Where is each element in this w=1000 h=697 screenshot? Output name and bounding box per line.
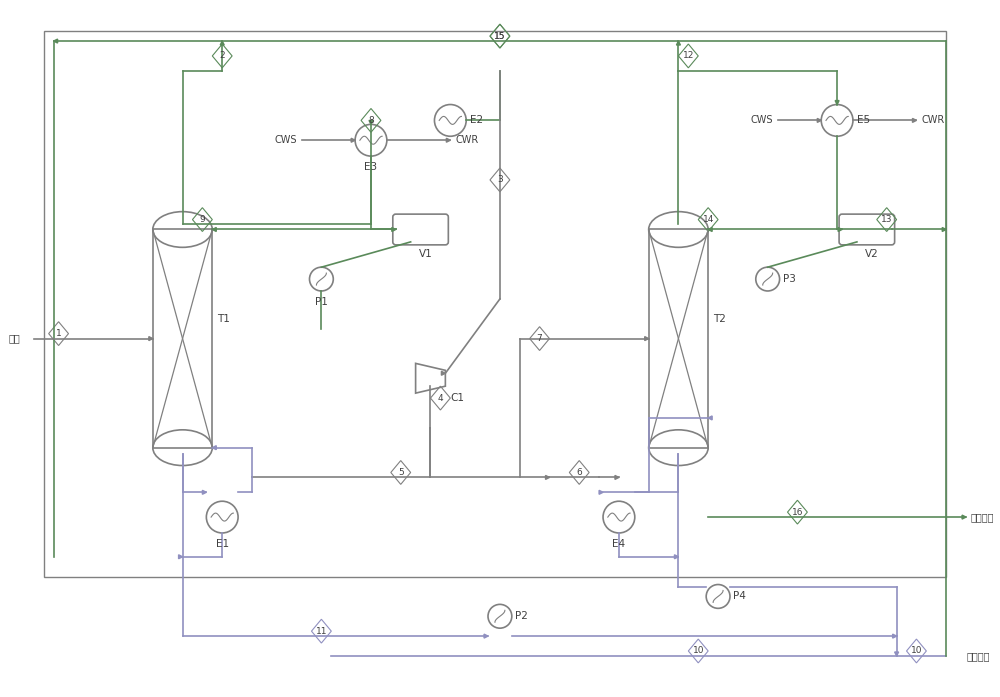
Polygon shape <box>708 416 712 420</box>
Text: E1: E1 <box>216 539 229 549</box>
Text: 3: 3 <box>497 176 503 185</box>
Text: 7: 7 <box>537 334 542 343</box>
Polygon shape <box>212 445 216 450</box>
Polygon shape <box>817 118 821 123</box>
Text: P1: P1 <box>315 297 328 307</box>
Text: 15: 15 <box>494 31 506 40</box>
Text: 13: 13 <box>881 215 892 224</box>
Text: 进料: 进料 <box>9 334 21 344</box>
Polygon shape <box>54 39 58 43</box>
Text: V2: V2 <box>865 250 879 259</box>
Text: 11: 11 <box>316 627 327 636</box>
Text: V1: V1 <box>419 250 432 259</box>
Polygon shape <box>546 475 549 480</box>
Polygon shape <box>645 337 649 341</box>
Polygon shape <box>893 634 897 638</box>
Text: P3: P3 <box>783 274 795 284</box>
Text: 2: 2 <box>219 52 225 61</box>
Text: E3: E3 <box>364 162 378 172</box>
Text: T2: T2 <box>713 314 726 323</box>
Polygon shape <box>674 555 678 559</box>
Text: CWS: CWS <box>274 135 297 145</box>
Text: 4: 4 <box>438 394 443 403</box>
Text: 乙醇产品: 乙醇产品 <box>971 512 994 522</box>
Text: 5: 5 <box>398 468 404 477</box>
Text: 8: 8 <box>368 116 374 125</box>
Polygon shape <box>962 515 966 519</box>
Text: 6: 6 <box>576 468 582 477</box>
Text: C1: C1 <box>450 393 464 403</box>
Text: 1: 1 <box>56 329 61 338</box>
Text: 16: 16 <box>792 507 803 516</box>
Text: E5: E5 <box>857 116 870 125</box>
Text: 12: 12 <box>683 52 694 61</box>
Polygon shape <box>202 490 206 494</box>
Polygon shape <box>149 337 153 341</box>
Polygon shape <box>220 41 224 45</box>
Polygon shape <box>392 227 396 231</box>
Text: CWR: CWR <box>921 116 945 125</box>
Polygon shape <box>942 227 946 231</box>
Text: 14: 14 <box>702 215 714 224</box>
Polygon shape <box>441 372 445 375</box>
Polygon shape <box>446 138 450 142</box>
Polygon shape <box>615 475 619 480</box>
Text: 甲醇产品: 甲醇产品 <box>966 651 990 661</box>
Text: 15: 15 <box>494 31 506 40</box>
Text: P4: P4 <box>733 592 746 602</box>
Polygon shape <box>912 118 916 123</box>
Text: 10: 10 <box>693 647 704 655</box>
Polygon shape <box>369 121 373 124</box>
Polygon shape <box>835 100 839 105</box>
Text: P2: P2 <box>515 611 528 621</box>
Text: E2: E2 <box>470 116 483 125</box>
Text: E4: E4 <box>612 539 625 549</box>
Polygon shape <box>599 490 603 494</box>
Polygon shape <box>895 652 899 656</box>
Text: 10: 10 <box>911 647 922 655</box>
Text: CWR: CWR <box>455 135 479 145</box>
Polygon shape <box>351 138 355 142</box>
Text: T1: T1 <box>217 314 230 323</box>
Polygon shape <box>212 227 216 231</box>
Polygon shape <box>708 227 712 231</box>
Polygon shape <box>676 41 680 45</box>
Polygon shape <box>484 634 488 638</box>
Text: 9: 9 <box>200 215 205 224</box>
Text: CWS: CWS <box>750 116 773 125</box>
Polygon shape <box>179 555 183 559</box>
Polygon shape <box>838 227 842 231</box>
